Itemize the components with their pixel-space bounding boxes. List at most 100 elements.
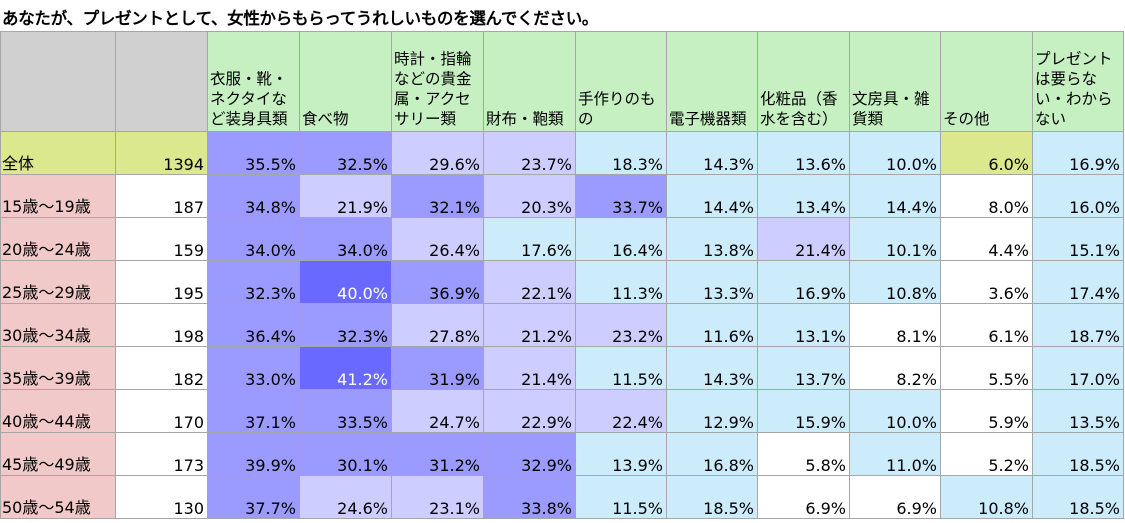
header-wallet-bag: 財布・鞄類: [483, 31, 576, 132]
percentage-cell: 32.3%: [207, 260, 300, 304]
percentage-cell: 15.1%: [1032, 217, 1124, 261]
percentage-cell: 5.5%: [940, 346, 1033, 390]
header-other: その他: [940, 31, 1033, 132]
row-label: 40歳～44歳: [0, 389, 116, 433]
percentage-cell: 18.3%: [575, 131, 667, 175]
percentage-cell: 23.1%: [391, 475, 484, 519]
percentage-cell: 11.6%: [666, 303, 758, 347]
header-blank-count: [115, 31, 208, 132]
row-label: 35歳～39歳: [0, 346, 116, 390]
percentage-cell: 11.0%: [849, 432, 941, 476]
percentage-cell: 16.8%: [666, 432, 758, 476]
percentage-cell: 24.7%: [391, 389, 484, 433]
header-blank-label: [0, 31, 116, 132]
table-row: 20歳～24歳 159 34.0% 34.0% 26.4% 17.6% 16.4% 13.8%…: [0, 217, 1124, 261]
row-label: 25歳～29歳: [0, 260, 116, 304]
respondent-count: 1394: [115, 131, 208, 175]
table-row: 全体 1394 35.5% 32.5% 29.6% 23.7% 18.3% 14.3% 13.6…: [0, 131, 1124, 175]
percentage-cell: 21.4%: [483, 346, 576, 390]
percentage-cell: 11.3%: [575, 260, 667, 304]
percentage-cell: 39.9%: [207, 432, 300, 476]
percentage-cell: 20.3%: [483, 174, 576, 218]
percentage-cell: 36.4%: [207, 303, 300, 347]
percentage-cell: 21.2%: [483, 303, 576, 347]
percentage-cell: 11.5%: [575, 346, 667, 390]
percentage-cell: 16.9%: [1032, 131, 1124, 175]
percentage-cell: 5.8%: [757, 432, 850, 476]
table-row: 40歳～44歳 170 37.1% 33.5% 24.7% 22.9% 22.4% 12.9%…: [0, 389, 1124, 433]
percentage-cell: 16.0%: [1032, 174, 1124, 218]
percentage-cell: 22.9%: [483, 389, 576, 433]
percentage-cell: 6.1%: [940, 303, 1033, 347]
percentage-cell: 18.5%: [1032, 432, 1124, 476]
header-row: 衣服・靴・ネクタイなど装身具類 食べ物 時計・指輪などの貴金属・アクセサリー類 …: [0, 31, 1124, 132]
respondent-count: 170: [115, 389, 208, 433]
percentage-cell: 10.0%: [849, 389, 941, 433]
percentage-cell: 41.2%: [299, 346, 392, 390]
percentage-cell: 13.9%: [575, 432, 667, 476]
header-electronics: 電子機器類: [666, 31, 758, 132]
percentage-cell: 8.2%: [849, 346, 941, 390]
row-label: 30歳～34歳: [0, 303, 116, 347]
percentage-cell: 33.0%: [207, 346, 300, 390]
percentage-cell: 36.9%: [391, 260, 484, 304]
percentage-cell: 14.4%: [666, 174, 758, 218]
respondent-count: 173: [115, 432, 208, 476]
page-title: あなたが、プレゼントとして、女性からもらってうれしいものを選んでください。: [2, 9, 599, 28]
table-row: 35歳～39歳 182 33.0% 41.2% 31.9% 21.4% 11.5% 14.3%…: [0, 346, 1124, 390]
percentage-cell: 4.4%: [940, 217, 1033, 261]
percentage-cell: 33.7%: [575, 174, 667, 218]
respondent-count: 195: [115, 260, 208, 304]
row-label: 全体: [0, 131, 116, 175]
percentage-cell: 17.6%: [483, 217, 576, 261]
percentage-cell: 33.5%: [299, 389, 392, 433]
percentage-cell: 14.4%: [849, 174, 941, 218]
percentage-cell: 34.0%: [299, 217, 392, 261]
percentage-cell: 8.1%: [849, 303, 941, 347]
percentage-cell: 32.3%: [299, 303, 392, 347]
percentage-cell: 13.5%: [1032, 389, 1124, 433]
header-stationery: 文房具・雑貨類: [849, 31, 941, 132]
percentage-cell: 23.7%: [483, 131, 576, 175]
percentage-cell: 23.2%: [575, 303, 667, 347]
percentage-cell: 15.9%: [757, 389, 850, 433]
table-body: 全体 1394 35.5% 32.5% 29.6% 23.7% 18.3% 14.3% 13.6…: [0, 131, 1124, 519]
percentage-cell: 13.8%: [666, 217, 758, 261]
table-row: 15歳～19歳 187 34.8% 21.9% 32.1% 20.3% 33.7% 14.4%…: [0, 174, 1124, 218]
percentage-cell: 22.4%: [575, 389, 667, 433]
percentage-cell: 13.7%: [757, 346, 850, 390]
percentage-cell: 21.9%: [299, 174, 392, 218]
percentage-cell: 21.4%: [757, 217, 850, 261]
percentage-cell: 12.9%: [666, 389, 758, 433]
percentage-cell: 18.5%: [666, 475, 758, 519]
percentage-cell: 14.3%: [666, 346, 758, 390]
percentage-cell: 5.9%: [940, 389, 1033, 433]
row-label: 50歳～54歳: [0, 475, 116, 519]
row-label: 20歳～24歳: [0, 217, 116, 261]
respondent-count: 130: [115, 475, 208, 519]
percentage-cell: 37.1%: [207, 389, 300, 433]
percentage-cell: 13.4%: [757, 174, 850, 218]
percentage-cell: 13.3%: [666, 260, 758, 304]
percentage-cell: 18.7%: [1032, 303, 1124, 347]
percentage-cell: 40.0%: [299, 260, 392, 304]
percentage-cell: 33.8%: [483, 475, 576, 519]
percentage-cell: 22.1%: [483, 260, 576, 304]
percentage-cell: 11.5%: [575, 475, 667, 519]
header-food: 食べ物: [299, 31, 392, 132]
respondent-count: 182: [115, 346, 208, 390]
percentage-cell: 17.0%: [1032, 346, 1124, 390]
table-row: 30歳～34歳 198 36.4% 32.3% 27.8% 21.2% 23.2% 11.6%…: [0, 303, 1124, 347]
percentage-cell: 5.2%: [940, 432, 1033, 476]
results-table: 衣服・靴・ネクタイなど装身具類 食べ物 時計・指輪などの貴金属・アクセサリー類 …: [0, 31, 1124, 519]
percentage-cell: 27.8%: [391, 303, 484, 347]
percentage-cell: 34.0%: [207, 217, 300, 261]
header-jewelry: 時計・指輪などの貴金属・アクセサリー類: [391, 31, 484, 132]
percentage-cell: 13.1%: [757, 303, 850, 347]
percentage-cell: 10.8%: [849, 260, 941, 304]
percentage-cell: 35.5%: [207, 131, 300, 175]
percentage-cell: 31.9%: [391, 346, 484, 390]
percentage-cell: 10.0%: [849, 131, 941, 175]
table-row: 50歳～54歳 130 37.7% 24.6% 23.1% 33.8% 11.5% 18.5%…: [0, 475, 1124, 519]
percentage-cell: 14.3%: [666, 131, 758, 175]
